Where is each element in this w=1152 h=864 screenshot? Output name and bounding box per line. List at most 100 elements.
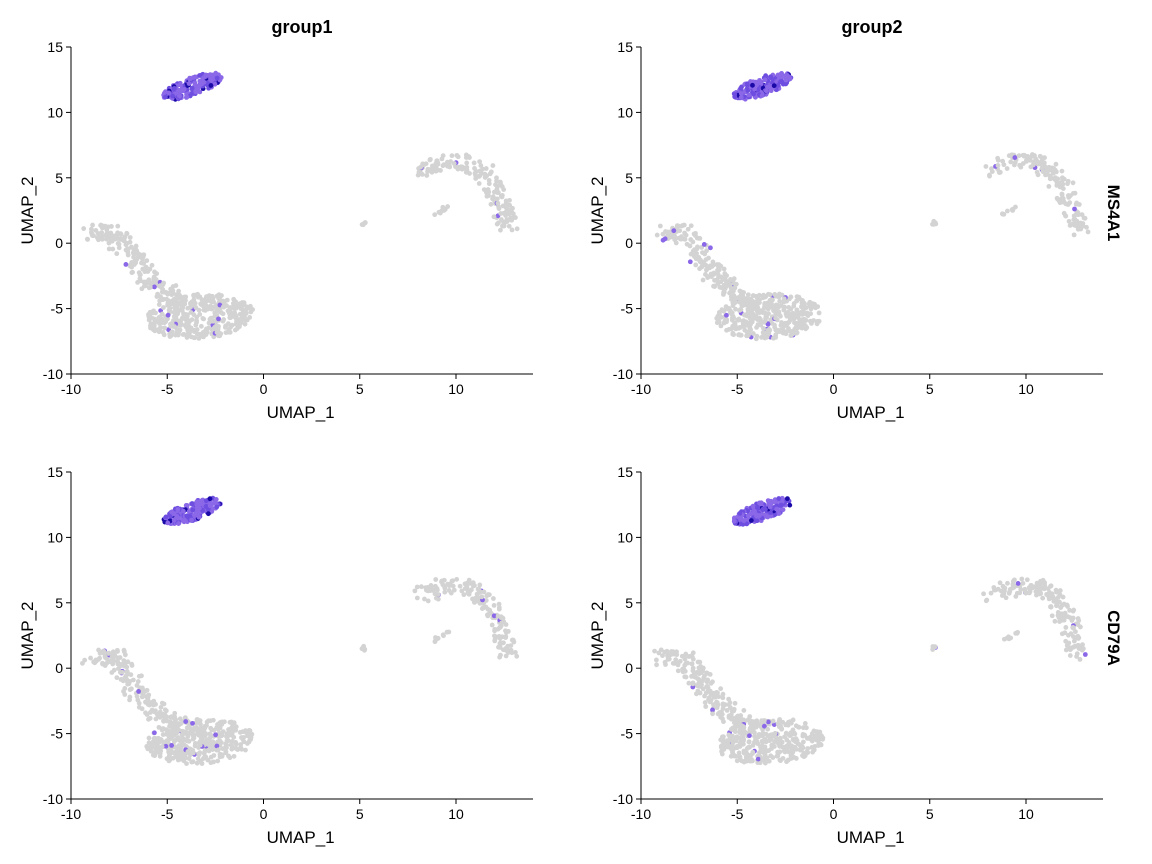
cell-point (114, 658, 120, 664)
y-tick-label: -10 (613, 791, 633, 807)
cell-point (220, 746, 225, 751)
cell-point (772, 291, 778, 297)
cell-point (143, 710, 148, 716)
cell-point (435, 635, 441, 641)
cell-point (763, 73, 769, 79)
cell-point (165, 520, 171, 526)
cell-point (1071, 232, 1077, 238)
cell-point (726, 744, 731, 750)
cell-point (800, 731, 806, 737)
cell-point (228, 315, 233, 321)
cell-point (658, 647, 664, 653)
cell-point (188, 728, 194, 733)
cell-point (174, 746, 180, 751)
cell-point (152, 284, 157, 290)
cell-point (199, 500, 205, 505)
cell-point (703, 272, 708, 277)
cell-point (172, 710, 178, 716)
cell-point (477, 168, 483, 174)
cell-point (995, 157, 1001, 163)
cell-point (721, 266, 727, 272)
cell-point (695, 659, 701, 665)
cell-point (732, 92, 738, 97)
cell-point (169, 743, 175, 748)
cell-point (786, 311, 792, 317)
cell-point (793, 756, 799, 761)
cell-point (1077, 657, 1083, 662)
cell-point (151, 701, 156, 706)
cell-point (761, 750, 766, 755)
cell-point (1040, 595, 1046, 601)
cell-point (123, 262, 129, 267)
cell-point (1071, 634, 1076, 639)
cell-point (163, 715, 168, 721)
cell-point (189, 759, 195, 765)
cell-point (163, 727, 169, 733)
cell-point (778, 327, 784, 333)
cell-point (795, 295, 801, 301)
cell-point (744, 521, 750, 527)
cell-point (164, 756, 170, 762)
cell-point (1064, 602, 1070, 608)
cell-point (189, 85, 195, 91)
cell-point (141, 283, 147, 289)
y-tick-label: -10 (43, 366, 63, 382)
cell-point (121, 649, 127, 655)
cell-point (491, 613, 497, 619)
cell-point (803, 305, 809, 311)
cell-point (207, 496, 213, 502)
cell-point (488, 201, 494, 207)
cell-point (765, 321, 771, 327)
cell-point (795, 312, 801, 317)
cell-point (495, 200, 501, 206)
cell-point (233, 315, 238, 321)
cell-point (1016, 153, 1022, 159)
cell-point (1057, 599, 1062, 605)
x-tick-label: -10 (61, 806, 81, 822)
cell-point (738, 91, 744, 96)
cell-point (106, 650, 112, 656)
cell-point (207, 503, 213, 509)
cell-point (197, 742, 203, 748)
cell-point (1073, 629, 1078, 635)
cell-point (776, 718, 782, 724)
cell-point (1074, 654, 1079, 659)
cell-point (722, 702, 728, 708)
cell-point (1058, 605, 1064, 611)
cell-point (231, 734, 237, 740)
cell-point (1047, 167, 1053, 173)
cell-point (741, 708, 747, 713)
cell-point (184, 725, 190, 731)
cell-point (761, 718, 767, 723)
cell-point (728, 705, 733, 711)
cell-point (191, 735, 197, 741)
cell-point (792, 746, 798, 751)
cell-point (757, 292, 762, 298)
cell-point (737, 511, 743, 516)
cell-point (930, 221, 936, 227)
cell-point (154, 271, 160, 276)
cell-point (736, 750, 742, 756)
cell-point (115, 241, 121, 246)
cell-point (213, 732, 218, 738)
cell-point (705, 677, 711, 683)
cell-point (181, 86, 187, 92)
cell-point (776, 739, 782, 745)
cell-point (758, 308, 764, 314)
cell-point (205, 511, 211, 517)
cell-point (163, 290, 169, 295)
cell-point (1013, 630, 1019, 636)
cell-point (244, 317, 250, 323)
cell-point (733, 299, 739, 305)
cell-point (1015, 581, 1021, 586)
cell-point (160, 297, 166, 303)
cell-point (152, 730, 157, 736)
cell-point (767, 302, 773, 308)
cell-point (197, 738, 203, 744)
cell-point (211, 753, 217, 758)
cell-point (176, 288, 182, 294)
cell-point (819, 735, 824, 741)
cell-point (724, 707, 730, 713)
cell-point (673, 240, 679, 246)
cell-point (700, 261, 706, 267)
